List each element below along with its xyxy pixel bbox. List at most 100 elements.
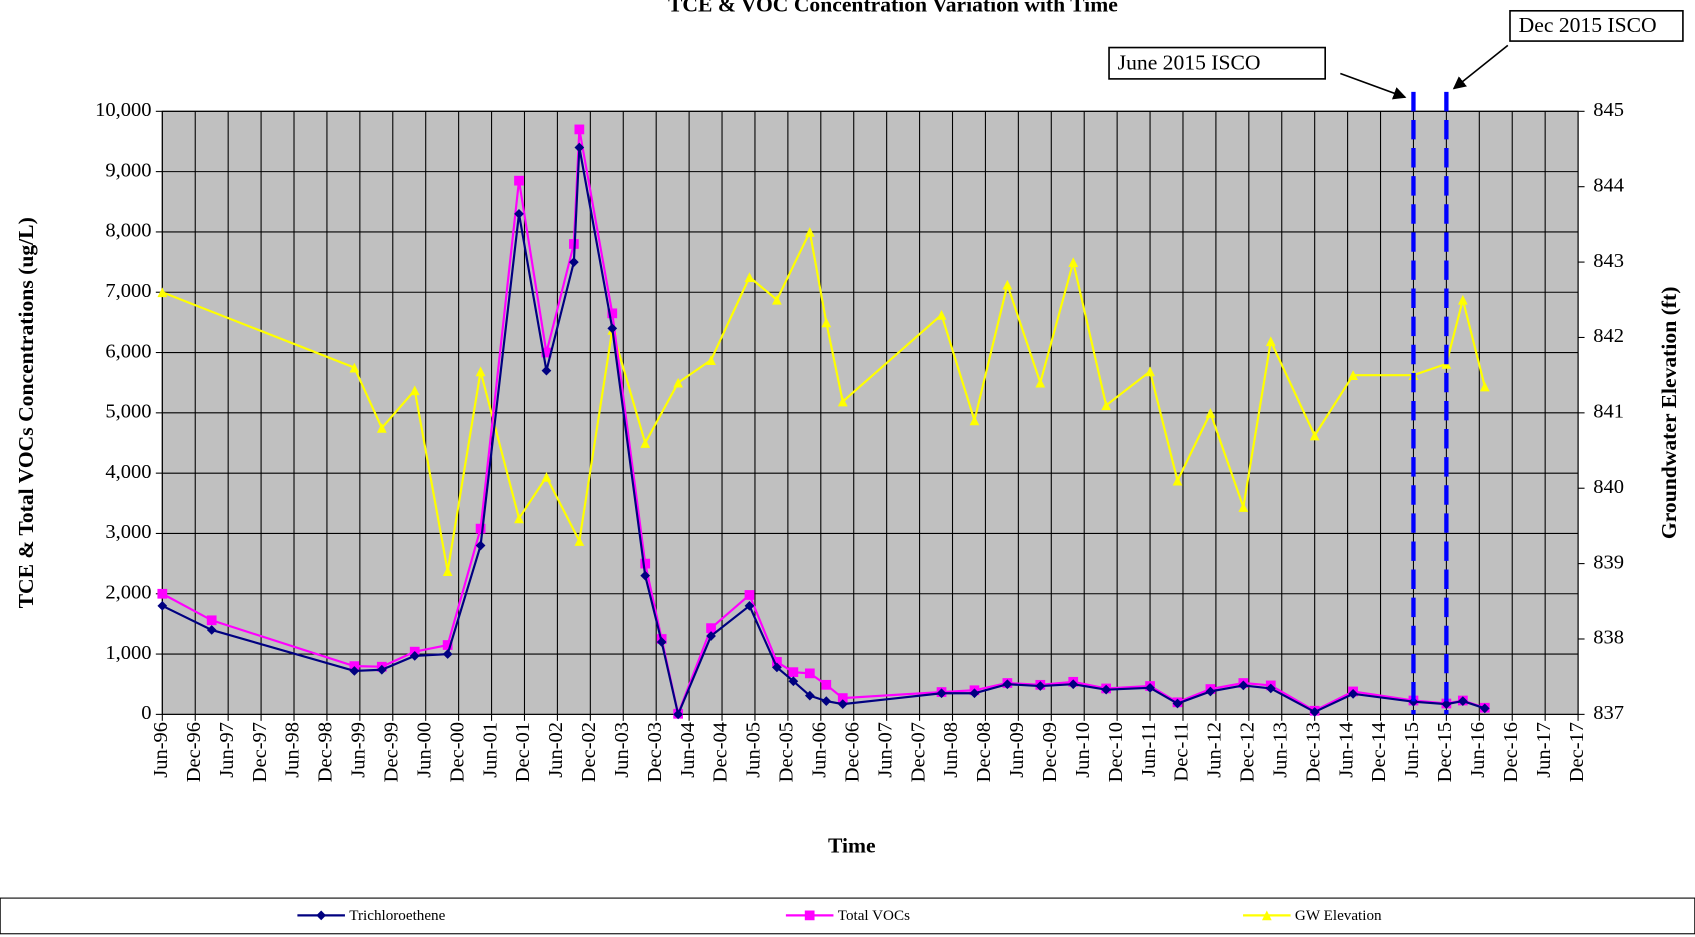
x-tick-label: Dec-98 [315, 722, 337, 782]
y-tick-label: 7,000 [105, 280, 151, 302]
x-tick-label: Jun-08 [940, 722, 962, 778]
y-tick-label: 1,000 [105, 642, 151, 664]
x-tick-label: Dec-16 [1500, 722, 1522, 782]
marker [1002, 679, 1013, 690]
x-tick-label: Dec-04 [710, 722, 732, 782]
x-tick-label: Dec-11 [1171, 722, 1193, 782]
marker [744, 600, 755, 611]
marker [936, 688, 947, 699]
marker [969, 415, 980, 426]
marker [1101, 400, 1112, 411]
y2-tick-label: 839 [1593, 551, 1624, 573]
marker [1205, 686, 1216, 697]
marker [1238, 502, 1249, 512]
x-tick-label: Jun-99 [348, 722, 370, 778]
x-tick-label: Dec-07 [907, 722, 929, 782]
marker [541, 347, 552, 358]
marker [772, 294, 782, 305]
x-tick-label: Dec-14 [1368, 722, 1390, 782]
x-tick-label: Jun-05 [743, 722, 765, 778]
y2-tick-label: 838 [1593, 627, 1624, 649]
x-tick-label: Dec-99 [381, 722, 403, 782]
marker [475, 366, 486, 377]
legend-label: GW Elevation [1295, 908, 1382, 924]
marker [837, 693, 848, 703]
marker [673, 377, 683, 388]
marker [607, 323, 618, 334]
annotation-box [1108, 46, 1326, 80]
x-tick-label: Jun-04 [677, 722, 699, 778]
x-tick-label: Jun-11 [1138, 722, 1160, 777]
x-tick-label: Dec-09 [1039, 722, 1061, 782]
marker [772, 657, 782, 667]
x-tick-label: Jun-97 [216, 722, 238, 778]
x-tick-label: Dec-03 [644, 722, 666, 782]
y2-tick-label: 837 [1593, 702, 1624, 724]
x-tick-label: Jun-06 [809, 722, 831, 778]
marker [376, 423, 387, 433]
marker [1348, 370, 1358, 381]
x-tick-label: Dec-01 [512, 722, 534, 782]
marker [673, 709, 683, 720]
legend-label: Trichloroethene [349, 908, 445, 924]
y2-tick-label: 845 [1593, 99, 1624, 121]
marker [788, 676, 799, 687]
marker [1265, 336, 1276, 347]
y-tick-label: 3,000 [105, 521, 151, 543]
marker [514, 513, 524, 524]
marker [1068, 257, 1079, 267]
marker [157, 588, 168, 599]
y-tick-label: 2,000 [105, 581, 151, 603]
x-tick-label: Dec-12 [1237, 722, 1259, 782]
marker [409, 385, 420, 396]
x-tick-label: Jun-96 [150, 722, 172, 778]
marker [1408, 696, 1419, 707]
marker [744, 272, 755, 283]
marker [442, 566, 453, 577]
marker [640, 558, 651, 569]
x-tick-label: Jun-14 [1335, 722, 1357, 778]
marker [574, 124, 585, 135]
marker [1309, 430, 1320, 441]
marker [1479, 703, 1490, 714]
x-tick-label: Dec-05 [776, 722, 798, 782]
x-tick-label: Dec-96 [183, 722, 205, 782]
y-tick-label: 10,000 [95, 99, 151, 121]
x-tick-label: Dec-13 [1302, 722, 1324, 782]
y-tick-label: 8,000 [105, 220, 151, 242]
marker [1172, 475, 1183, 486]
chart-title: TCE & VOC Concentration Variation with T… [668, 0, 1118, 16]
marker [1265, 683, 1276, 694]
x-tick-label: Dec-10 [1105, 722, 1127, 782]
x-tick-label: Jun-13 [1269, 722, 1291, 778]
x-axis-label: Time [828, 833, 876, 857]
marker [640, 438, 651, 448]
marker [376, 664, 387, 675]
marker [349, 666, 360, 676]
legend-label: Total VOCs [838, 908, 910, 924]
x-tick-label: Jun-00 [413, 722, 435, 778]
x-tick-label: Jun-98 [282, 722, 304, 778]
marker [804, 690, 815, 701]
marker [1261, 910, 1272, 921]
x-tick-label: Dec-02 [578, 722, 600, 782]
x-tick-label: Jun-15 [1401, 722, 1423, 778]
x-tick-label: Dec-08 [973, 722, 995, 782]
marker [706, 355, 716, 365]
x-tick-label: Dec-97 [249, 722, 271, 782]
marker [1035, 377, 1046, 388]
x-tick-label: Jun-10 [1072, 722, 1094, 778]
x-tick-label: Jun-09 [1006, 722, 1028, 778]
marker [706, 623, 716, 633]
marker [541, 472, 552, 482]
marker [1101, 684, 1112, 695]
marker [1002, 279, 1013, 290]
y2-tick-label: 841 [1593, 401, 1624, 423]
legend [0, 897, 1695, 935]
marker [514, 175, 524, 186]
marker [969, 688, 980, 699]
y2-axis-label: Groundwater Elevation (ft) [1657, 287, 1681, 540]
marker [788, 667, 799, 678]
